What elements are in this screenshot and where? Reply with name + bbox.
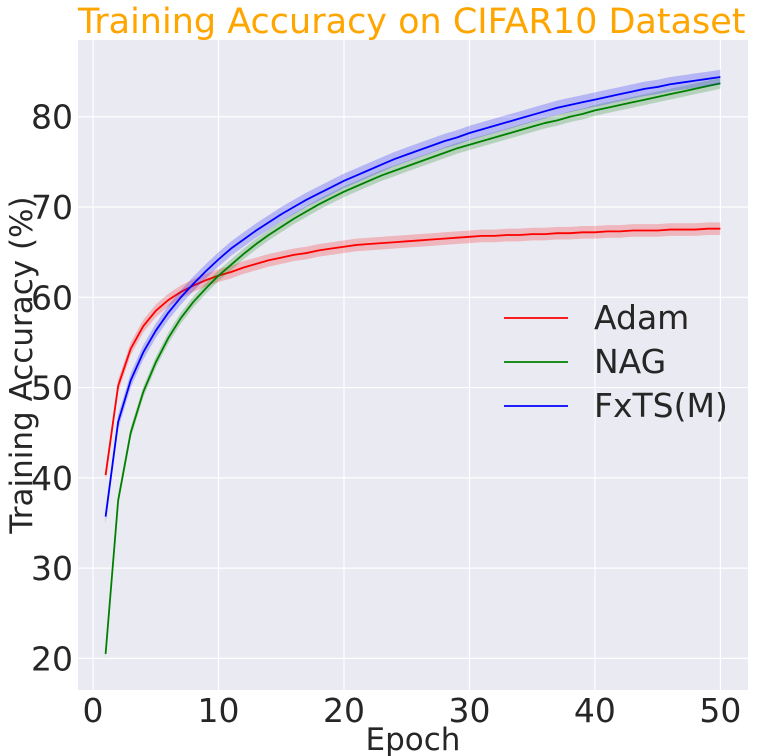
y-axis-ticks: 20 30 40 50 60 70 80 [31, 98, 73, 679]
series-layer [104, 69, 721, 660]
y-axis-label: Training Accuracy (%) [4, 196, 40, 534]
y-tick-label: 20 [31, 639, 73, 678]
series-line [104, 227, 721, 476]
y-tick-label: 80 [31, 98, 73, 137]
series-line [104, 76, 721, 517]
legend-label: Adam [594, 298, 689, 337]
grid [78, 40, 748, 690]
chart-title: Training Accuracy on CIFAR10 Dataset [77, 2, 746, 42]
legend-label: NAG [594, 342, 666, 381]
x-tick-label: 30 [448, 691, 490, 730]
x-tick-label: 40 [574, 691, 616, 730]
x-axis-label: Epoch [366, 722, 461, 756]
y-tick-label: 40 [31, 459, 73, 498]
x-tick-label: 50 [699, 691, 741, 730]
x-tick-label: 10 [198, 691, 240, 730]
x-tick-label: 20 [323, 691, 365, 730]
legend-label: FxTS(M) [594, 386, 728, 425]
y-tick-label: 60 [31, 278, 73, 317]
series-line [104, 82, 721, 654]
y-tick-label: 50 [31, 369, 73, 408]
y-tick-label: 30 [31, 549, 73, 588]
x-tick-label: 0 [83, 691, 104, 730]
x-axis-ticks: 0 10 20 30 40 50 [83, 691, 742, 730]
plot-area [78, 40, 748, 690]
y-tick-label: 70 [31, 188, 73, 227]
legend: Adam NAG FxTS(M) [504, 298, 728, 425]
